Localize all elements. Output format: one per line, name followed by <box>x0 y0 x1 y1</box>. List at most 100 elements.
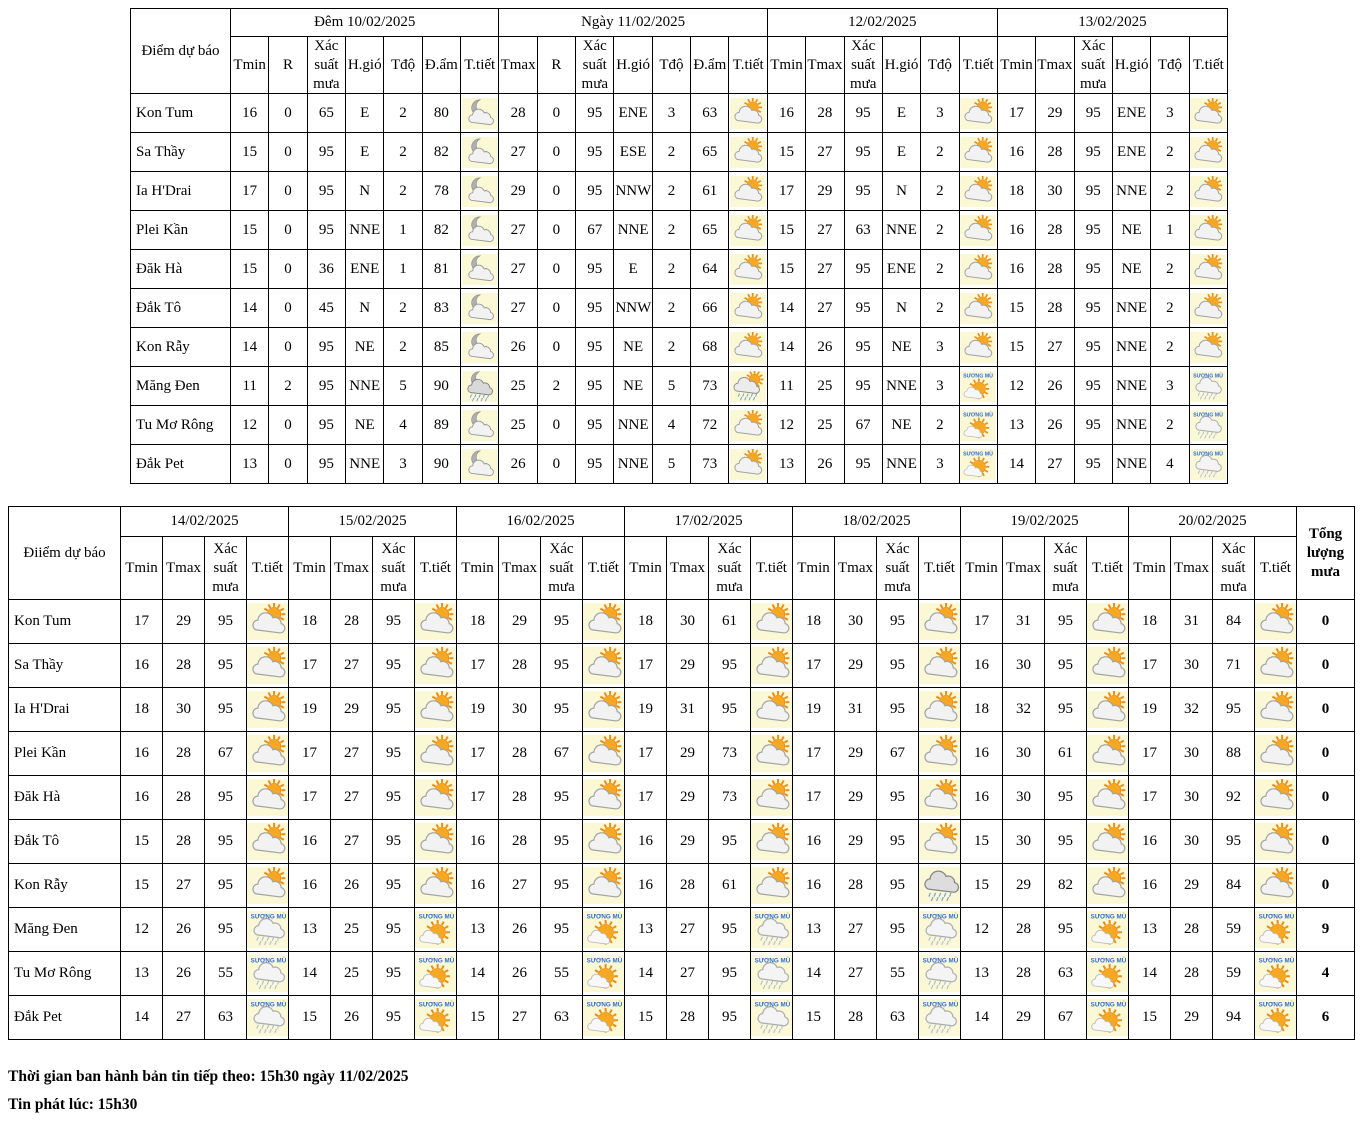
weather-cell <box>918 687 961 733</box>
value-cell: 26 <box>330 863 373 909</box>
value-cell: 17 <box>120 599 163 645</box>
sun-cloud-icon <box>1087 691 1128 729</box>
column-header: Xác suất mưa <box>708 536 751 601</box>
value-cell: 12 <box>766 405 807 446</box>
value-cell: 12 <box>229 405 270 446</box>
weather-cell <box>1086 643 1129 689</box>
sun-cloud-icon <box>247 647 288 685</box>
weather-cell <box>750 863 793 909</box>
column-header: Tmax <box>834 536 877 601</box>
svg-text:SƯƠNG MÙ: SƯƠNG MÙ <box>923 1000 959 1009</box>
value-cell: 95 <box>204 643 247 689</box>
value-cell: 95 <box>306 444 347 485</box>
weather-cell: SƯƠNG MÙ <box>1254 907 1297 953</box>
table-row: Kon Tum 16 0 65 E 2 80 28 0 95 ENE 3 63 16 28 95 E 3 17 29 9… <box>130 93 1229 134</box>
svg-text:SƯƠNG MÙ: SƯƠNG MÙ <box>1091 912 1127 921</box>
value-cell: NNE <box>345 444 385 485</box>
value-cell: 16 <box>456 863 499 909</box>
moon-cloud-icon <box>461 253 498 285</box>
svg-text:SƯƠNG MÙ: SƯƠNG MÙ <box>1091 956 1127 965</box>
value-cell: 18 <box>792 599 835 645</box>
value-cell: 95 <box>540 907 583 953</box>
location-name: Đắk Tô <box>8 819 121 865</box>
weather-cell <box>582 731 625 777</box>
sun-cloud-icon <box>960 97 997 129</box>
location-name: Plei Kần <box>8 731 121 777</box>
value-cell: 0 <box>268 249 308 290</box>
svg-text:SƯƠNG MÙ: SƯƠNG MÙ <box>923 956 959 965</box>
weather-cell <box>460 171 500 212</box>
value-cell: 1 <box>383 210 423 251</box>
weather-cell: SƯƠNG MÙ <box>1086 995 1129 1041</box>
value-cell: 16 <box>456 819 499 865</box>
value-cell: 2 <box>920 288 960 329</box>
value-cell: 95 <box>372 995 415 1041</box>
value-cell: 82 <box>1044 863 1087 909</box>
weather-cell <box>246 643 289 689</box>
location-name: Kon Tum <box>8 599 121 645</box>
column-header: T.tiết <box>246 536 289 601</box>
value-cell: 95 <box>843 249 883 290</box>
fog-sun-icon: SƯƠNG MÙ <box>1087 955 1128 993</box>
value-cell: 19 <box>624 687 667 733</box>
value-cell: 95 <box>575 405 615 446</box>
sun-cloud-icon <box>919 647 960 685</box>
fog-rain-icon: SƯƠNG MÙ <box>1190 448 1227 480</box>
value-cell: 95 <box>1073 405 1113 446</box>
value-cell: 15 <box>766 249 807 290</box>
column-header: Xác suất mưa <box>1044 536 1087 601</box>
value-cell: 2 <box>383 171 423 212</box>
value-cell: 25 <box>805 366 845 407</box>
value-cell: 32 <box>1002 687 1045 733</box>
column-header: Tmin <box>456 536 499 601</box>
moon-cloud-icon <box>461 214 498 246</box>
weather-cell <box>246 775 289 821</box>
value-cell: 27 <box>162 863 205 909</box>
value-cell: 95 <box>306 327 347 368</box>
location-name: Ia H'Drai <box>130 171 231 212</box>
value-cell: 17 <box>288 775 331 821</box>
svg-text:SƯƠNG MÙ: SƯƠNG MÙ <box>1091 1000 1127 1009</box>
sun-cloud-icon <box>1087 735 1128 773</box>
sun-cloud-icon <box>1190 253 1227 285</box>
value-cell: 30 <box>1170 731 1213 777</box>
value-cell: 12 <box>960 907 1003 953</box>
date-group-header: 14/02/2025 <box>120 506 289 538</box>
sun-cloud-icon <box>960 253 997 285</box>
value-cell: 95 <box>540 687 583 733</box>
sun-cloud-icon <box>1255 647 1296 685</box>
weather-cell <box>1188 327 1229 368</box>
svg-text:SƯƠNG MÙ: SƯƠNG MÙ <box>963 450 993 457</box>
sun-cloud-icon <box>247 691 288 729</box>
weather-cell: SƯƠNG MÙ <box>414 907 457 953</box>
column-header: Xác suất mưa <box>540 536 583 601</box>
sun-cloud-icon <box>415 735 456 773</box>
value-cell: 2 <box>651 210 692 251</box>
value-cell: NNE <box>345 366 385 407</box>
sun-cloud-icon <box>1255 779 1296 817</box>
value-cell: 95 <box>843 444 883 485</box>
value-cell: 95 <box>876 863 919 909</box>
value-cell: 0 <box>268 132 308 173</box>
value-cell: 15 <box>288 995 331 1041</box>
value-cell: 16 <box>996 249 1037 290</box>
value-cell: 25 <box>498 405 538 446</box>
column-header: Đ.ẩm <box>421 35 462 95</box>
date-group-header: 17/02/2025 <box>624 506 793 538</box>
sun-cloud-icon <box>1190 331 1227 363</box>
weather-cell <box>728 444 768 485</box>
value-cell: 1 <box>1150 210 1190 251</box>
value-cell: 16 <box>1128 819 1171 865</box>
value-cell: 45 <box>306 288 347 329</box>
sun-cloud-icon <box>1190 214 1227 246</box>
location-name: Kon Tum <box>130 93 231 134</box>
value-cell: 14 <box>229 288 270 329</box>
moon-cloud-icon <box>461 136 498 168</box>
value-cell: 17 <box>456 731 499 777</box>
value-cell: 55 <box>876 951 919 997</box>
value-cell: 15 <box>766 210 807 251</box>
value-cell: 14 <box>766 327 807 368</box>
value-cell: 2 <box>920 249 960 290</box>
column-header: Tmax <box>330 536 373 601</box>
value-cell: 63 <box>876 995 919 1041</box>
